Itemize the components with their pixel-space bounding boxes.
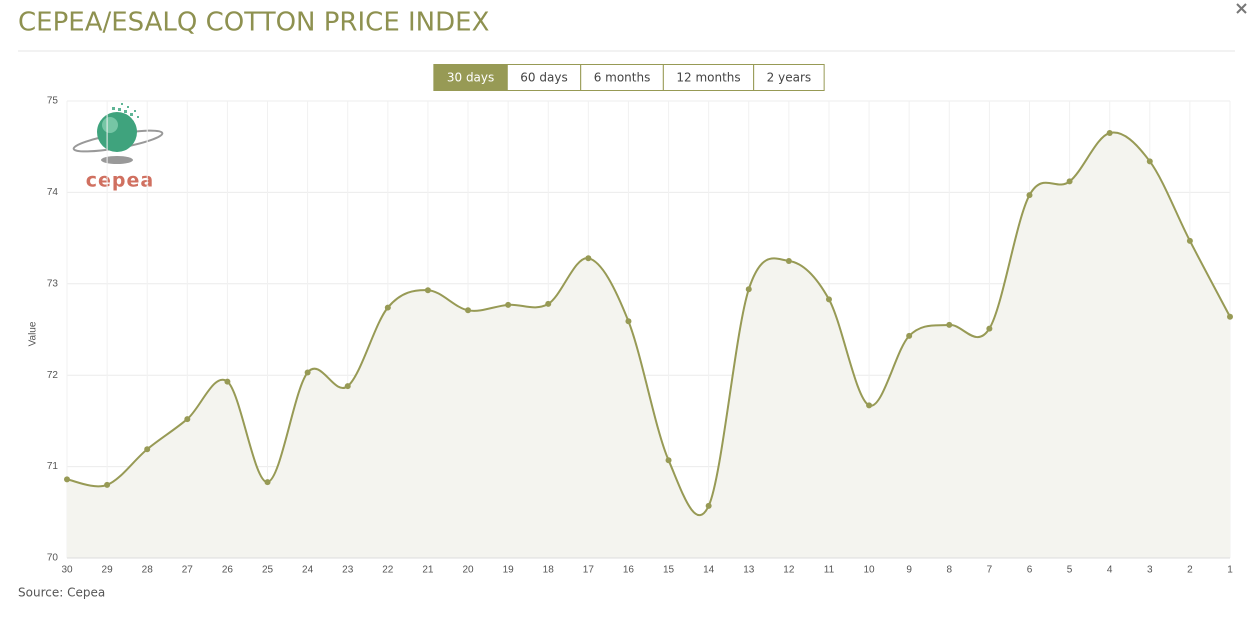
- point[interactable]: [1106, 129, 1113, 136]
- area-fill: [67, 132, 1230, 558]
- tab-label[interactable]: 6 months: [594, 71, 651, 85]
- title: CEPEA/ESALQ COTTON PRICE INDEX: [18, 8, 489, 38]
- point[interactable]: [1026, 192, 1033, 199]
- x-tick-label: 28: [142, 565, 154, 576]
- y-tick-label: 74: [47, 187, 59, 198]
- point[interactable]: [224, 378, 231, 385]
- x-tick-label: 20: [462, 565, 474, 576]
- tab-background[interactable]: [506, 64, 582, 91]
- point[interactable]: [906, 332, 913, 339]
- y-tick-label: 75: [47, 96, 59, 107]
- tab-background[interactable]: [662, 64, 755, 91]
- point[interactable]: [1227, 313, 1233, 320]
- point[interactable]: [424, 287, 431, 294]
- y-tick-label: 71: [47, 461, 59, 472]
- x-tick-label: 29: [102, 565, 114, 576]
- point[interactable]: [665, 457, 672, 464]
- x-tick-label: 22: [382, 565, 394, 576]
- x-tick-label: 26: [222, 565, 234, 576]
- x-tick-label: 10: [864, 565, 876, 576]
- point[interactable]: [384, 304, 391, 311]
- point[interactable]: [545, 300, 552, 307]
- logo-text: cepea: [86, 170, 154, 192]
- y-tick-label: 73: [47, 278, 59, 289]
- point[interactable]: [825, 296, 832, 303]
- point[interactable]: [264, 479, 271, 486]
- point[interactable]: [64, 476, 70, 483]
- tab-label[interactable]: 60 days: [520, 71, 567, 85]
- point[interactable]: [946, 321, 953, 328]
- x-tick-label: 16: [623, 565, 635, 576]
- x-tick-label: 7: [987, 565, 993, 576]
- x-tick-label: 23: [342, 565, 354, 576]
- close-button[interactable]: [1236, 3, 1247, 14]
- tab-button[interactable]: 2 years: [753, 64, 825, 91]
- x-tick-label: 18: [543, 565, 555, 576]
- logo: cepea: [72, 103, 164, 192]
- x-tick-label: 5: [1067, 565, 1073, 576]
- x-tick-label: 11: [824, 565, 835, 576]
- tab-group: 30 days 60 days 6 months 12 months 2 years: [433, 64, 825, 91]
- point[interactable]: [986, 325, 993, 332]
- x-tick-label: 17: [583, 565, 595, 576]
- point[interactable]: [104, 481, 111, 488]
- point[interactable]: [144, 446, 151, 453]
- x-tick-label: 27: [182, 565, 194, 576]
- tab-button[interactable]: 30 days: [433, 64, 508, 91]
- tab-button[interactable]: 60 days: [506, 64, 582, 91]
- point[interactable]: [184, 416, 191, 423]
- source: Source: Cepea: [18, 586, 105, 600]
- point[interactable]: [465, 307, 472, 314]
- x-tick-label: 19: [503, 565, 515, 576]
- x-tick-label: 9: [906, 565, 912, 576]
- point[interactable]: [344, 383, 351, 390]
- tab-label[interactable]: 2 years: [767, 71, 811, 85]
- point[interactable]: [705, 502, 712, 509]
- point[interactable]: [505, 301, 512, 308]
- point[interactable]: [866, 402, 873, 409]
- x-tick-label: 1: [1227, 565, 1233, 576]
- x-tick-label: 8: [946, 565, 952, 576]
- x-tick-label: 4: [1107, 565, 1113, 576]
- x-tick-label: 14: [703, 565, 715, 576]
- x-tick-label: 6: [1027, 565, 1033, 576]
- x-tick-label: 21: [422, 565, 434, 576]
- x-tick-label: 30: [61, 565, 73, 576]
- x-tick-label: 12: [783, 565, 795, 576]
- y-axis-label: Value: [28, 321, 39, 346]
- x-tick-label: 25: [262, 565, 274, 576]
- point[interactable]: [1146, 158, 1153, 165]
- point[interactable]: [785, 257, 792, 264]
- tab-button[interactable]: 12 months: [662, 64, 755, 91]
- y-tick-label: 70: [47, 553, 59, 564]
- tab-background[interactable]: [753, 64, 825, 91]
- x-tick-label: 3: [1147, 565, 1153, 576]
- point[interactable]: [745, 286, 752, 293]
- point[interactable]: [1066, 178, 1073, 185]
- tab-background[interactable]: [433, 64, 508, 91]
- tab-label[interactable]: 12 months: [676, 71, 740, 85]
- point[interactable]: [1186, 237, 1193, 244]
- point[interactable]: [585, 255, 592, 262]
- x-tick-label: 2: [1187, 565, 1193, 576]
- tab-background[interactable]: [580, 64, 664, 91]
- point[interactable]: [625, 318, 632, 325]
- point[interactable]: [304, 369, 311, 376]
- x-tick-label: 24: [302, 565, 314, 576]
- y-tick-label: 72: [47, 370, 59, 381]
- tab-button[interactable]: 6 months: [580, 64, 664, 91]
- x-tick-label: 15: [663, 565, 675, 576]
- tab-label[interactable]: 30 days: [447, 71, 494, 85]
- x-tick-label: 13: [743, 565, 755, 576]
